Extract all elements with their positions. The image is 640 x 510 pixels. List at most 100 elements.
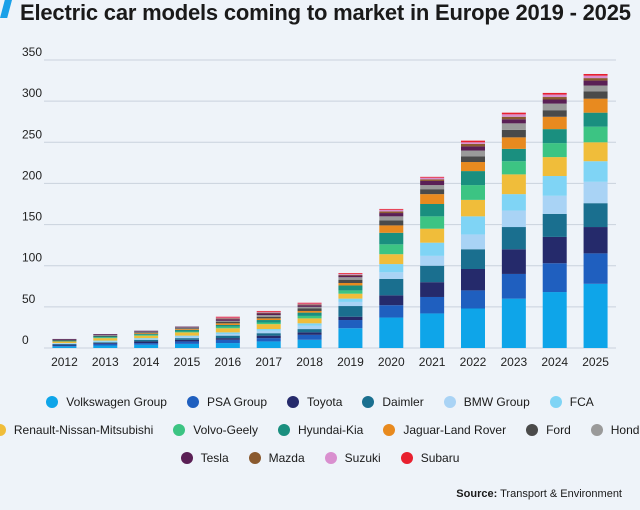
bar-segment xyxy=(501,116,526,120)
bar-segment xyxy=(256,320,281,323)
bar-segment xyxy=(134,343,159,345)
legend-item: PSA Group xyxy=(186,395,268,409)
stacked-bar-chart: 0 50 100 150 200 250 300 350 2012 2013 2014 2015 201… xyxy=(22,45,616,369)
bar-segment xyxy=(583,80,608,86)
bar-segment xyxy=(134,338,159,339)
bar-segment xyxy=(297,306,322,309)
bar-segment xyxy=(134,335,159,339)
legend-item: Volkswagen Group xyxy=(46,395,167,409)
bar-segment xyxy=(583,98,608,113)
x-tick-label: 2022 xyxy=(460,355,487,369)
bar-segment xyxy=(583,126,608,143)
bar-segment xyxy=(501,298,526,348)
legend-label: Subaru xyxy=(420,451,460,465)
x-tick-label: 2019 xyxy=(337,355,364,369)
bar-segment xyxy=(175,338,199,340)
bar-segment xyxy=(542,236,567,264)
bar-segment xyxy=(420,189,445,195)
bar-segment xyxy=(379,254,404,265)
legend-label: PSA Group xyxy=(206,395,268,409)
bar-segment xyxy=(338,273,363,275)
bar-segment xyxy=(52,338,77,340)
x-tick-label: 2024 xyxy=(541,355,568,369)
bar-segment xyxy=(93,335,118,337)
bar-segment xyxy=(461,269,485,291)
bar-segment xyxy=(461,171,485,186)
legend-label: BMW Group xyxy=(463,395,530,409)
bar-segment xyxy=(501,249,526,274)
x-tick-label: 2018 xyxy=(296,355,323,369)
y-tick-label: 350 xyxy=(22,45,42,59)
legend-item: Toyota xyxy=(287,395,342,409)
bar-segment xyxy=(461,143,485,147)
legend-swatch xyxy=(400,452,413,464)
bar-segment xyxy=(542,157,567,177)
legend-label: Volkswagen Group xyxy=(66,395,167,409)
x-tick-label: 2021 xyxy=(419,355,446,369)
bar-segment xyxy=(583,181,608,204)
bar-segment xyxy=(93,345,118,348)
x-tick-label: 2023 xyxy=(501,355,528,369)
bar-segment xyxy=(93,334,118,336)
bar-segment xyxy=(175,341,199,344)
bar-segment xyxy=(338,274,363,276)
bar-segment xyxy=(501,114,526,117)
bar-segment xyxy=(379,216,404,221)
bar-segment xyxy=(379,278,404,296)
legend-row: Volkswagen Group PSA Group Toyota Daimler BM… xyxy=(0,388,640,416)
bar-segment xyxy=(256,330,281,334)
bar-segment xyxy=(501,148,526,162)
bar-segment xyxy=(297,318,322,324)
legend-item: Suzuki xyxy=(324,451,381,465)
legend-label: Renault-Nissan-Mitsubishi xyxy=(13,423,154,437)
bar-segment xyxy=(256,329,281,331)
bar-segment xyxy=(461,162,485,172)
bar-segment xyxy=(379,225,404,233)
bar-segment xyxy=(420,228,445,243)
x-tick-label: 2025 xyxy=(582,355,609,369)
y-tick-label: 200 xyxy=(22,168,42,182)
legend-item: Subaru xyxy=(400,451,460,465)
bar-segment xyxy=(461,156,485,163)
bar-segment xyxy=(93,342,118,344)
bar-segment xyxy=(175,326,199,328)
bar-segment xyxy=(215,339,240,344)
source-note: Source: Transport & Environment xyxy=(456,488,622,500)
bar-segment xyxy=(379,317,404,348)
legend-row: Renault-Nissan-Mitsubishi Volvo-Geely Hyun… xyxy=(0,416,640,444)
bar-segment xyxy=(93,341,118,343)
bar-segment xyxy=(93,343,118,344)
bar-segment xyxy=(52,340,77,342)
bar-segment xyxy=(93,336,118,338)
legend-item: Ford xyxy=(526,423,571,437)
bar-segment xyxy=(175,327,199,329)
legend-swatch xyxy=(549,396,562,408)
legend-swatch xyxy=(248,452,261,464)
bar-segment xyxy=(501,119,526,124)
bar-segment xyxy=(338,285,363,291)
bar-segment xyxy=(501,210,526,228)
legend-item: FCA xyxy=(549,395,594,409)
bar-segment xyxy=(256,310,281,312)
bar-segment xyxy=(256,341,281,348)
bar-segment xyxy=(542,195,567,214)
bar-segment xyxy=(461,199,485,217)
bar-segment xyxy=(379,211,404,214)
bar-segment xyxy=(583,85,608,92)
bar-segment xyxy=(542,213,567,237)
bar-segment xyxy=(297,315,322,319)
bar-segment xyxy=(583,78,608,81)
bar-segment xyxy=(420,296,445,314)
legend-item: Tesla xyxy=(180,451,229,465)
legend-label: Tesla xyxy=(200,451,229,465)
bar-segment xyxy=(215,335,240,339)
bar-segment xyxy=(461,234,485,250)
legend-item: Honda xyxy=(590,423,640,437)
bar-segment xyxy=(256,335,281,339)
bar-segment xyxy=(338,316,363,321)
source-label: Source: xyxy=(456,488,498,500)
bar-segment xyxy=(338,277,363,280)
bar-segment xyxy=(256,312,281,314)
bar-segment xyxy=(542,129,567,144)
bar-segment xyxy=(338,298,363,302)
